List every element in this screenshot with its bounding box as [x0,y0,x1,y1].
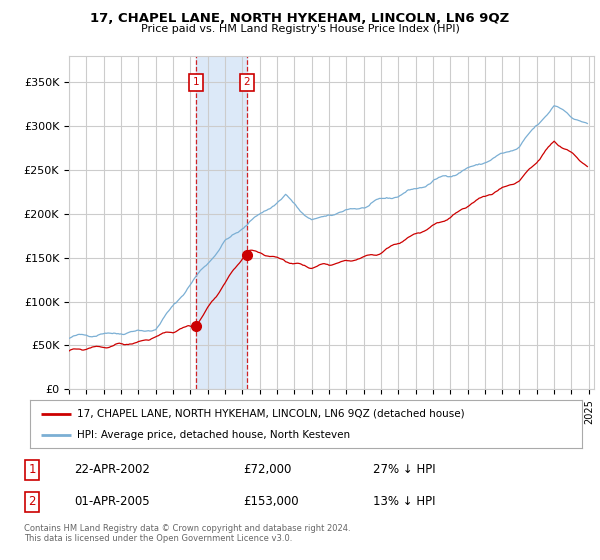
Text: Contains HM Land Registry data © Crown copyright and database right 2024.
This d: Contains HM Land Registry data © Crown c… [24,524,350,543]
Text: £153,000: £153,000 [244,496,299,508]
Text: Price paid vs. HM Land Registry's House Price Index (HPI): Price paid vs. HM Land Registry's House … [140,24,460,34]
Text: 2: 2 [28,496,36,508]
Text: 13% ↓ HPI: 13% ↓ HPI [373,496,436,508]
Text: 17, CHAPEL LANE, NORTH HYKEHAM, LINCOLN, LN6 9QZ (detached house): 17, CHAPEL LANE, NORTH HYKEHAM, LINCOLN,… [77,409,464,419]
Text: 27% ↓ HPI: 27% ↓ HPI [373,463,436,476]
Text: 22-APR-2002: 22-APR-2002 [74,463,150,476]
Text: £72,000: £72,000 [244,463,292,476]
Text: 17, CHAPEL LANE, NORTH HYKEHAM, LINCOLN, LN6 9QZ: 17, CHAPEL LANE, NORTH HYKEHAM, LINCOLN,… [91,12,509,25]
Text: 01-APR-2005: 01-APR-2005 [74,496,150,508]
Text: 2: 2 [243,77,250,87]
Text: 1: 1 [193,77,199,87]
Text: HPI: Average price, detached house, North Kesteven: HPI: Average price, detached house, Nort… [77,430,350,440]
Text: 1: 1 [28,463,36,476]
Bar [196,56,247,389]
